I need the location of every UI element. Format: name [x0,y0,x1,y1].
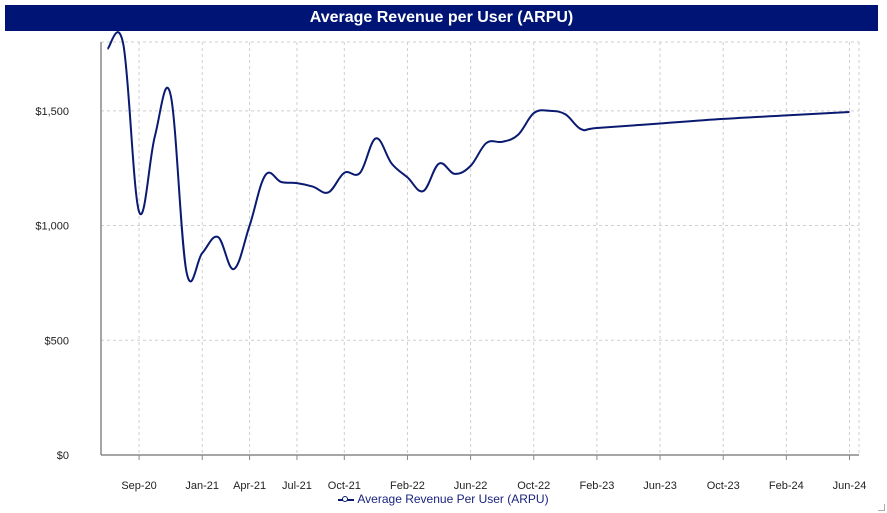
data-point[interactable] [278,179,284,185]
x-tick-label: Oct-23 [707,480,740,492]
x-tick-label: Feb-23 [579,480,614,492]
series-line-arpu[interactable] [106,31,850,283]
data-point[interactable] [105,46,111,52]
data-point[interactable] [152,133,158,139]
data-point[interactable] [515,132,521,138]
data-point[interactable] [436,161,442,167]
data-point[interactable] [183,268,189,274]
data-point[interactable] [294,180,300,186]
data-point[interactable] [168,92,174,98]
x-tick-label: Oct-22 [517,480,550,492]
x-tick-label: Feb-22 [390,480,425,492]
x-tick-label: Jun-24 [833,480,867,492]
y-tick-label: $1,500 [35,106,69,118]
data-point[interactable] [452,171,458,177]
data-point[interactable] [578,126,584,132]
data-point[interactable] [326,189,332,195]
data-point[interactable] [420,188,426,194]
data-point[interactable] [657,120,663,126]
data-point[interactable] [262,172,268,178]
data-point[interactable] [389,161,395,167]
x-tick-label: Jul-21 [282,480,312,492]
data-point[interactable] [847,109,853,115]
data-point[interactable] [499,139,505,145]
y-tick-label: $500 [45,335,69,347]
data-point[interactable] [231,266,237,272]
data-point[interactable] [357,170,363,176]
legend-marker-icon [338,495,355,505]
x-tick-label: Jun-23 [643,480,677,492]
data-point[interactable] [310,184,316,190]
axis-layer: $0 $500 $1,000 $1,500 Sep-20 Jan-21 Apr-21 Jul-… [35,42,866,492]
data-point[interactable] [404,174,410,180]
legend[interactable]: Average Revenue Per User (ARPU) [0,491,887,507]
x-tick-label: Jun-22 [454,480,488,492]
data-point[interactable] [136,209,142,215]
legend-label: Average Revenue Per User (ARPU) [357,492,549,506]
series-layer [105,31,853,283]
data-point[interactable] [373,135,379,141]
x-tick-label: Sep-20 [121,480,156,492]
x-tick-label: Apr-21 [233,480,266,492]
data-point[interactable] [199,250,205,256]
data-point[interactable] [594,125,600,131]
grid-layer [101,41,860,455]
x-tick-label: Feb-24 [769,480,804,492]
data-point[interactable] [468,163,474,169]
resize-grip-icon[interactable] [878,504,885,511]
data-point[interactable] [483,140,489,146]
data-point[interactable] [547,108,553,114]
data-point[interactable] [720,116,726,122]
data-point[interactable] [215,234,221,240]
data-point[interactable] [783,112,789,118]
data-point[interactable] [562,111,568,117]
chart-title: Average Revenue per User (ARPU) [5,5,878,31]
data-point[interactable] [531,110,537,116]
x-tick-label: Jan-21 [185,480,219,492]
data-point[interactable] [247,223,253,229]
x-tick-label: Oct-21 [328,480,361,492]
data-point[interactable] [341,170,347,176]
y-tick-label: $1,000 [35,221,69,233]
y-tick-label: $0 [57,450,69,462]
data-point[interactable] [120,41,126,47]
